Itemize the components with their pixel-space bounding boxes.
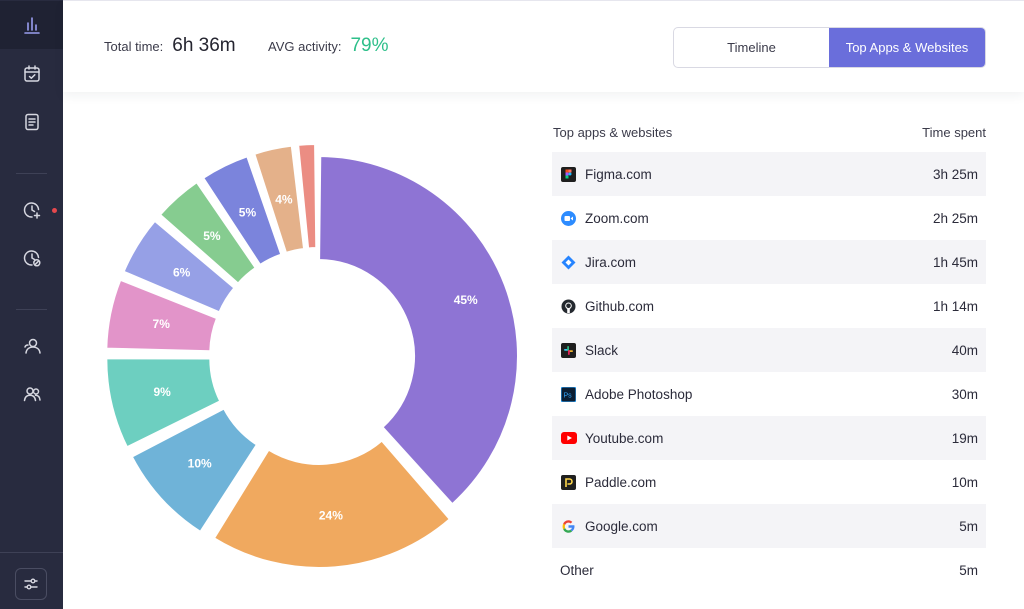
app-time: 30m (951, 386, 978, 402)
sidebar-item-user[interactable] (0, 322, 63, 370)
table-row[interactable]: Paddle.com 10m (552, 460, 986, 504)
app-name: Youtube.com (585, 430, 664, 446)
jira-icon (560, 254, 577, 271)
slice-label: 10% (188, 457, 212, 471)
app-name: Slack (585, 342, 619, 358)
svg-text:Ps: Ps (564, 392, 573, 399)
app-time: 19m (951, 430, 978, 446)
document-icon (24, 113, 39, 131)
total-time-value: 6h 36m (172, 35, 236, 56)
sidebar-divider (0, 552, 63, 553)
slice-label: 6% (173, 265, 191, 279)
donut-slice[interactable] (158, 180, 258, 285)
app-time: 10m (951, 474, 978, 490)
user-icon (23, 338, 41, 354)
photoshop-icon: Ps (560, 386, 577, 403)
settings-button[interactable] (15, 568, 47, 600)
app-name: Paddle.com (585, 474, 657, 490)
sidebar-item-time-off[interactable] (0, 234, 63, 282)
donut-slice[interactable] (318, 155, 519, 506)
table-row[interactable]: Slack 40m (552, 328, 986, 372)
slice-label: 7% (153, 317, 171, 331)
table-row[interactable]: Ps Adobe Photoshop 30m (552, 372, 986, 416)
google-icon (560, 518, 577, 535)
avg-activity-value: 79% (350, 35, 389, 56)
app-name: Zoom.com (585, 210, 649, 226)
donut-slice[interactable] (297, 143, 318, 250)
summary-header: Total time: 6h 36m AVG activity: 79% Tim… (63, 0, 1024, 92)
column-apps-websites: Top apps & websites (553, 125, 673, 140)
app-time: 5m (959, 562, 978, 578)
sidebar (0, 0, 63, 609)
figma-icon (560, 166, 577, 183)
sliders-icon (24, 578, 38, 590)
slack-icon (560, 342, 577, 359)
calendar-check-icon (23, 65, 40, 82)
youtube-icon (560, 430, 577, 447)
tab-timeline[interactable]: Timeline (727, 40, 776, 55)
avg-activity-stat: AVG activity: 79% (268, 35, 388, 57)
app-name: Other (560, 562, 594, 578)
slice-label: 45% (454, 293, 478, 307)
notification-dot (52, 208, 57, 213)
analytics-icon (23, 17, 40, 34)
app-time: 40m (951, 342, 978, 358)
slice-label: 9% (153, 385, 171, 399)
donut-slice[interactable] (201, 154, 283, 267)
app-name: Figma.com (585, 166, 652, 182)
app-time: 1h 14m (932, 298, 978, 314)
activity-donut-chart: 45% 24% 10% 9% 7% 6% 5% 5% 4% (105, 143, 519, 569)
donut-slice[interactable] (105, 357, 222, 449)
app-name: Google.com (585, 518, 658, 534)
slice-label: 4% (275, 193, 293, 207)
table-row[interactable]: Github.com 1h 14m (552, 284, 986, 328)
donut-slice[interactable] (253, 144, 306, 255)
donut-slice[interactable] (130, 407, 259, 534)
app-name: Github.com (585, 298, 655, 314)
sidebar-divider (16, 309, 47, 310)
donut-slice[interactable] (122, 219, 236, 314)
sidebar-item-analytics[interactable] (0, 1, 63, 49)
apps-table: Figma.com 3h 25m Zoom.com 2h 25m Jira.co… (552, 152, 986, 592)
total-time-stat: Total time: 6h 36m (104, 35, 236, 57)
column-time-spent: Time spent (922, 125, 986, 140)
table-row[interactable]: Jira.com 1h 45m (552, 240, 986, 284)
clock-add-icon (23, 202, 40, 219)
slice-label: 24% (319, 508, 343, 522)
sidebar-item-calendar[interactable] (0, 50, 63, 98)
view-toggle: Timeline Top Apps & Websites (673, 27, 986, 68)
clock-off-icon (23, 250, 41, 267)
table-row[interactable]: Zoom.com 2h 25m (552, 196, 986, 240)
zoom-icon (560, 210, 577, 227)
table-row[interactable]: Google.com 5m (552, 504, 986, 548)
app-time: 2h 25m (932, 210, 978, 226)
app-name: Adobe Photoshop (585, 386, 693, 402)
slice-label: 5% (203, 229, 221, 243)
tab-top-apps-websites[interactable]: Top Apps & Websites (829, 28, 985, 67)
table-header: Top apps & websites Time spent (553, 125, 986, 140)
sidebar-item-team[interactable] (0, 370, 63, 418)
donut-slice[interactable] (212, 439, 452, 569)
slice-label: 5% (239, 205, 257, 219)
app-time: 3h 25m (932, 166, 978, 182)
sidebar-item-documents[interactable] (0, 98, 63, 146)
sidebar-divider (16, 173, 47, 174)
table-row[interactable]: Figma.com 3h 25m (552, 152, 986, 196)
donut-slice[interactable] (105, 278, 219, 353)
app-time: 5m (959, 518, 978, 534)
total-time-label: Total time: (104, 39, 164, 54)
app-time: 1h 45m (932, 254, 978, 270)
github-icon (560, 298, 577, 315)
paddle-icon (560, 474, 577, 491)
users-icon (23, 387, 41, 402)
avg-activity-label: AVG activity: (268, 39, 342, 54)
table-row[interactable]: Other 5m (552, 548, 986, 592)
app-name: Jira.com (585, 254, 637, 270)
sidebar-item-add-time[interactable] (0, 186, 63, 234)
table-row[interactable]: Youtube.com 19m (552, 416, 986, 460)
